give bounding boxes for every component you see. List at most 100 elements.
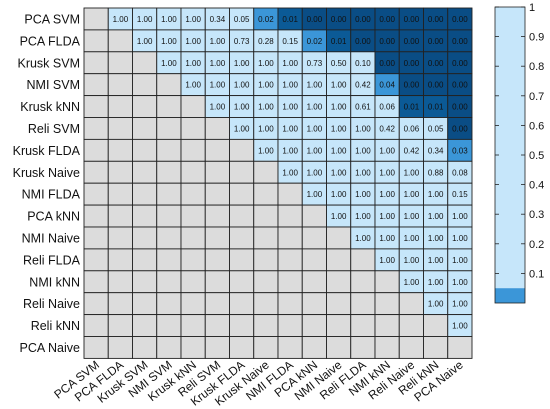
heatmap-cell xyxy=(350,248,376,272)
heatmap-cell xyxy=(326,336,352,359)
cell-value-label: 1.00 xyxy=(331,168,347,177)
heatmap-cell xyxy=(83,314,109,337)
cell-value-label: 1.00 xyxy=(258,103,274,112)
cell-value-label: 1.00 xyxy=(331,190,347,199)
cell-value-label: 1.00 xyxy=(355,212,371,221)
heatmap-cell xyxy=(83,7,109,31)
heatmap-cell xyxy=(253,160,279,184)
cell-value-label: 0.42 xyxy=(355,81,371,90)
cell-value-label: 1.00 xyxy=(404,190,420,199)
cell-value-label: 1.00 xyxy=(355,146,371,155)
heatmap-cell xyxy=(204,336,230,359)
colorbar: 0.1 0.2 0.3 0.4 0.5 0.6 0.7 0.8 0.9 1 xyxy=(494,2,544,304)
cell-value-label: 1.00 xyxy=(161,37,177,46)
heatmap-cell xyxy=(277,270,303,294)
row-label: Krusk SVM xyxy=(17,56,80,70)
row-label: Krusk Naive xyxy=(13,166,80,180)
heatmap-cell xyxy=(83,248,109,272)
heatmap-cell xyxy=(301,204,327,228)
heatmap-cell xyxy=(204,270,230,294)
heatmap-cell xyxy=(350,270,376,294)
heatmap-cell xyxy=(229,226,255,250)
heatmap-cell xyxy=(156,270,182,294)
heatmap-cell xyxy=(277,248,303,272)
heatmap-cell xyxy=(229,336,255,359)
heatmap-cell xyxy=(156,336,182,359)
colorbar-low-band xyxy=(495,288,525,303)
cell-value-label: 1.00 xyxy=(234,59,250,68)
heatmap-cell xyxy=(277,182,303,206)
heatmap-cell xyxy=(204,248,230,272)
cell-value-label: 1.00 xyxy=(137,15,153,24)
cell-value-label: 0.00 xyxy=(428,81,444,90)
heatmap-cell xyxy=(132,314,158,337)
cell-value-label: 1.00 xyxy=(210,81,226,90)
row-label: PCA FLDA xyxy=(20,34,81,48)
heatmap-cell xyxy=(156,73,182,97)
heatmap-cell xyxy=(132,51,158,75)
cell-value-label: 0.05 xyxy=(428,124,444,133)
heatmap-cell xyxy=(253,270,279,294)
heatmap-cell xyxy=(326,292,352,316)
cell-value-label: 1.00 xyxy=(210,37,226,46)
row-label: NMI kNN xyxy=(29,275,80,289)
cell-value-label: 1.00 xyxy=(161,15,177,24)
heatmap-cell xyxy=(83,160,109,184)
cell-value-label: 0.01 xyxy=(428,103,444,112)
cell-value-label: 0.00 xyxy=(452,37,468,46)
heatmap-cell xyxy=(253,248,279,272)
cell-value-label: 0.00 xyxy=(452,59,468,68)
cell-value-label: 1.00 xyxy=(379,190,395,199)
heatmap-cell xyxy=(180,336,206,359)
heatmap-cell xyxy=(277,292,303,316)
heatmap-cell xyxy=(156,138,182,162)
cell-value-label: 1.00 xyxy=(331,81,347,90)
heatmap-cell xyxy=(180,314,206,337)
heatmap-cell xyxy=(253,226,279,250)
heatmap-cell xyxy=(107,29,133,53)
heatmap-cell xyxy=(204,117,230,140)
heatmap-cell xyxy=(229,292,255,316)
heatmap-cell xyxy=(374,336,400,359)
colorbar-tick-label: 0.8 xyxy=(529,61,544,73)
heatmap-cell xyxy=(132,248,158,272)
cell-value-label: 0.02 xyxy=(258,15,274,24)
heatmap-cell xyxy=(180,226,206,250)
row-label: Reli Naive xyxy=(23,297,80,311)
row-label: PCA Naive xyxy=(20,341,80,355)
cell-value-label: 0.15 xyxy=(282,37,298,46)
cell-value-label: 0.42 xyxy=(404,146,420,155)
cell-value-label: 0.34 xyxy=(210,15,226,24)
cell-value-label: 1.00 xyxy=(428,212,444,221)
heatmap-cell xyxy=(229,138,255,162)
cell-value-label: 0.61 xyxy=(355,103,371,112)
heatmap-cell xyxy=(83,226,109,250)
heatmap-cell xyxy=(326,226,352,250)
heatmap-cell xyxy=(180,248,206,272)
cell-value-label: 1.00 xyxy=(404,256,420,265)
heatmap-cell xyxy=(156,248,182,272)
heatmap-cell xyxy=(132,73,158,97)
cell-value-label: 1.00 xyxy=(307,81,323,90)
heatmap-cell xyxy=(180,138,206,162)
heatmap-cell xyxy=(204,182,230,206)
heatmap-cell xyxy=(107,117,133,140)
cell-value-label: 0.00 xyxy=(452,15,468,24)
row-labels: PCA SVM PCA FLDA Krusk SVM NMI SVM Krusk kNN… xyxy=(13,12,81,355)
cell-value-label: 0.88 xyxy=(428,168,444,177)
cell-value-label: 1.00 xyxy=(452,322,468,331)
heatmap-cell xyxy=(326,248,352,272)
heatmap-cell xyxy=(107,292,133,316)
heatmap-cell xyxy=(253,314,279,337)
heatmap-cell xyxy=(107,73,133,97)
cell-value-label: 0.06 xyxy=(404,124,420,133)
cell-value-label: 1.00 xyxy=(428,300,444,309)
colorbar-tick-label: 0.2 xyxy=(529,239,544,251)
colorbar-tick-label: 0.3 xyxy=(529,209,544,221)
cell-value-label: 0.00 xyxy=(379,15,395,24)
heatmap-cell xyxy=(107,138,133,162)
heatmap-cell xyxy=(83,182,109,206)
heatmap-cell xyxy=(132,138,158,162)
colorbar-tick-label: 0.9 xyxy=(529,32,544,44)
